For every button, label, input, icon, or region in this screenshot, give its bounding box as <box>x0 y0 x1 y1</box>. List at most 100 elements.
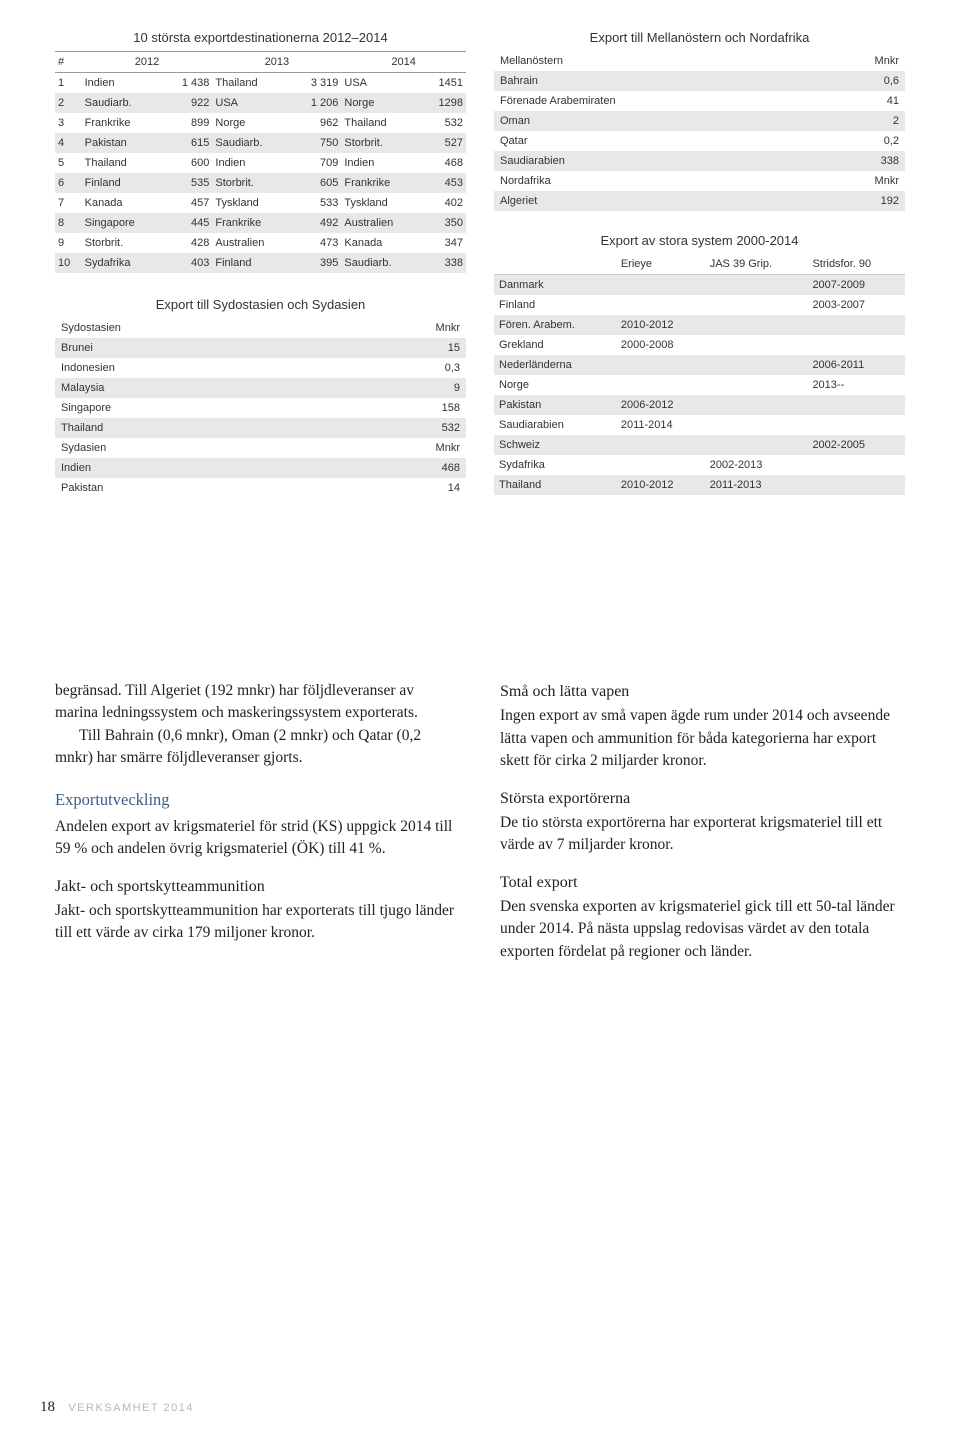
left-column: 10 största exportdestinationerna 2012–20… <box>55 30 466 510</box>
sys-strids: 2003-2007 <box>807 295 905 315</box>
sys-strids: 2013-- <box>807 375 905 395</box>
kv-key: Sydasien <box>55 438 328 458</box>
systems-title: Export av stora system 2000-2014 <box>494 233 905 248</box>
dest-c12: Kanada <box>82 193 164 213</box>
body-left-col: begränsad. Till Algeriet (192 mnkr) har … <box>55 680 460 977</box>
kv-row: Brunei15 <box>55 338 466 358</box>
kv-key: Bahrain <box>494 71 814 91</box>
dest-c13: Finland <box>212 253 292 273</box>
dest-v14: 350 <box>421 213 466 233</box>
dest-v12: 428 <box>164 233 213 253</box>
kv-val: 338 <box>814 151 905 171</box>
footer-label: VERKSAMHET 2014 <box>68 1402 194 1414</box>
kv-key: Qatar <box>494 131 814 151</box>
dest-v13: 1 206 <box>292 93 341 113</box>
sys-jas <box>705 315 808 335</box>
dest-row: 5Thailand600Indien709Indien468 <box>55 153 466 173</box>
kv-key: Indonesien <box>55 358 328 378</box>
sys-row: Schweiz2002-2005 <box>494 435 905 455</box>
sys-country: Pakistan <box>494 395 616 415</box>
sys-strids <box>807 415 905 435</box>
sydost-table: SydostasienMnkrBrunei15Indonesien0,3Mala… <box>55 318 466 498</box>
dest-c12: Saudiarb. <box>82 93 164 113</box>
systems-block: Export av stora system 2000-2014 Erieye … <box>494 233 905 495</box>
destinations-table: # 2012 2013 2014 1Indien1 438Thailand3 3… <box>55 51 466 273</box>
dest-v13: 605 <box>292 173 341 193</box>
dest-v12: 445 <box>164 213 213 233</box>
kv-val: 0,6 <box>814 71 905 91</box>
dest-c13: Storbrit. <box>212 173 292 193</box>
dest-v14: 468 <box>421 153 466 173</box>
sys-strids: 2007-2009 <box>807 275 905 296</box>
dest-row: 6Finland535Storbrit.605Frankrike453 <box>55 173 466 193</box>
dest-c14: Storbrit. <box>341 133 421 153</box>
sys-row: Norge2013-- <box>494 375 905 395</box>
sys-country: Finland <box>494 295 616 315</box>
sys-col-strids: Stridsfor. 90 <box>807 254 905 275</box>
dest-row: 3Frankrike899Norge962Thailand532 <box>55 113 466 133</box>
page-footer: 18 VERKSAMHET 2014 <box>40 1399 194 1416</box>
dest-c12: Thailand <box>82 153 164 173</box>
kv-key: Singapore <box>55 398 328 418</box>
systems-table: Erieye JAS 39 Grip. Stridsfor. 90 Danmar… <box>494 254 905 495</box>
dest-rank: 5 <box>55 153 82 173</box>
kv-val: Mnkr <box>814 171 905 191</box>
dest-c13: Australien <box>212 233 292 253</box>
dest-v14: 453 <box>421 173 466 193</box>
sys-erieye <box>616 375 705 395</box>
kv-row: MellanösternMnkr <box>494 51 905 71</box>
dest-rank: 1 <box>55 73 82 94</box>
sys-jas <box>705 415 808 435</box>
kv-val: 0,2 <box>814 131 905 151</box>
dest-v12: 899 <box>164 113 213 133</box>
sydost-title: Export till Sydostasien och Sydasien <box>55 297 466 312</box>
dest-c14: Thailand <box>341 113 421 133</box>
kv-key: Saudiarabien <box>494 151 814 171</box>
dest-v13: 492 <box>292 213 341 233</box>
dest-v12: 615 <box>164 133 213 153</box>
sys-row: Sydafrika2002-2013 <box>494 455 905 475</box>
kv-val: 14 <box>328 478 466 498</box>
para-left-1: begränsad. Till Algeriet (192 mnkr) har … <box>55 680 460 725</box>
para-left-2: Till Bahrain (0,6 mnkr), Oman (2 mnkr) o… <box>55 725 460 770</box>
dest-c13: USA <box>212 93 292 113</box>
kv-val: Mnkr <box>814 51 905 71</box>
col-2014: 2014 <box>341 52 466 73</box>
sys-col-jas: JAS 39 Grip. <box>705 254 808 275</box>
heading-jakt: Jakt- och sportskytteammunition <box>55 875 460 898</box>
dest-c14: Kanada <box>341 233 421 253</box>
dest-c13: Saudiarb. <box>212 133 292 153</box>
dest-c13: Norge <box>212 113 292 133</box>
col-2013: 2013 <box>212 52 341 73</box>
dest-v14: 532 <box>421 113 466 133</box>
dest-c13: Frankrike <box>212 213 292 233</box>
dest-v14: 347 <box>421 233 466 253</box>
dest-c12: Finland <box>82 173 164 193</box>
sys-erieye: 2010-2012 <box>616 475 705 495</box>
sys-strids <box>807 475 905 495</box>
dest-row: 8Singapore445Frankrike492Australien350 <box>55 213 466 233</box>
dest-v12: 922 <box>164 93 213 113</box>
sys-strids: 2002-2005 <box>807 435 905 455</box>
mellanost-table: MellanösternMnkrBahrain0,6Förenade Arabe… <box>494 51 905 211</box>
dest-rank: 3 <box>55 113 82 133</box>
heading-sma: Små och lätta vapen <box>500 680 905 703</box>
sys-col-country <box>494 254 616 275</box>
sys-row: Grekland2000-2008 <box>494 335 905 355</box>
sys-erieye: 2000-2008 <box>616 335 705 355</box>
heading-storsta: Största exportörerna <box>500 787 905 810</box>
kv-row: SydostasienMnkr <box>55 318 466 338</box>
sys-erieye: 2006-2012 <box>616 395 705 415</box>
kv-row: Saudiarabien338 <box>494 151 905 171</box>
dest-row: 10Sydafrika403Finland395Saudiarb.338 <box>55 253 466 273</box>
dest-c14: Tyskland <box>341 193 421 213</box>
kv-val: 15 <box>328 338 466 358</box>
dest-v13: 962 <box>292 113 341 133</box>
systems-header: Erieye JAS 39 Grip. Stridsfor. 90 <box>494 254 905 275</box>
dest-v13: 473 <box>292 233 341 253</box>
dest-rank: 4 <box>55 133 82 153</box>
sys-strids <box>807 395 905 415</box>
dest-c14: Norge <box>341 93 421 113</box>
dest-c14: Australien <box>341 213 421 233</box>
sys-row: Finland 2003-2007 <box>494 295 905 315</box>
